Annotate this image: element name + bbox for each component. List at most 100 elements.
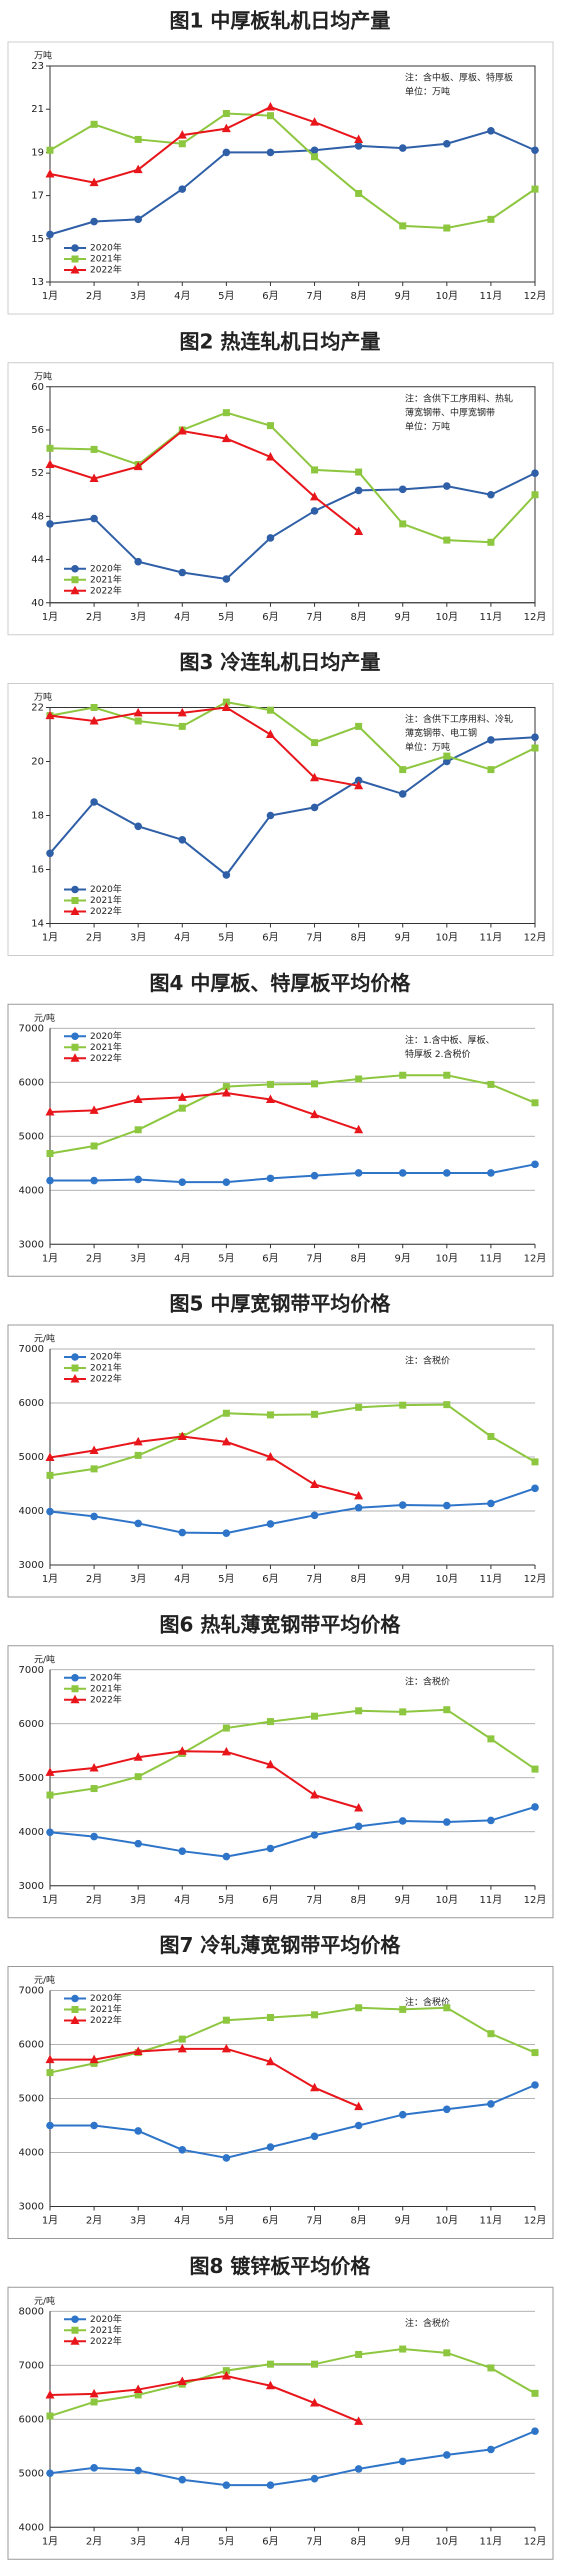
series-line [49,129,536,236]
y-tick-label: 5000 [19,1773,44,1784]
marker [265,451,275,461]
legend-marker [71,576,79,584]
marker [46,444,54,452]
y-tick-label: 4000 [19,2148,44,2159]
marker [310,2474,319,2483]
marker [177,707,187,717]
marker [177,1746,187,1755]
marker [89,2388,99,2398]
y-tick-label: 5000 [19,2468,44,2479]
marker [487,1432,495,1440]
x-tick-label: 3月 [130,2535,146,2547]
marker [531,2389,539,2397]
marker [266,1174,275,1183]
series [46,110,539,232]
marker [178,185,187,193]
series [46,1803,539,1861]
marker [531,1099,539,1107]
series-line [49,1435,359,1497]
marker [310,2398,320,2407]
x-tick-label: 6月 [262,611,278,623]
marker [177,2376,187,2385]
marker [443,2105,451,2114]
marker [221,2043,231,2053]
marker [310,2082,320,2092]
x-tick-label: 12月 [524,290,547,302]
marker [399,1708,407,1716]
marker [134,135,142,143]
marker [46,2469,54,2478]
marker [46,1507,54,1516]
marker [487,538,495,546]
legend-marker [71,1032,79,1041]
marker [45,1452,55,1462]
marker [487,2100,495,2108]
legend-label: 2020年 [90,2313,122,2325]
marker [90,514,98,523]
marker [310,146,319,155]
x-tick-label: 2月 [86,2535,102,2547]
x-tick-label: 10月 [435,290,458,302]
marker [45,169,55,178]
x-tick-label: 4月 [174,611,190,623]
legend-marker [70,265,80,274]
x-tick-label: 3月 [130,1573,146,1585]
marker [89,1105,99,1114]
y-tick-label: 56 [31,425,44,436]
marker [354,134,364,143]
chart-frame [7,362,554,636]
marker [443,536,451,544]
x-tick-label: 8月 [350,932,366,944]
legend-label: 2021年 [90,1362,122,1374]
legend-marker [71,1353,79,1361]
x-tick-label: 6月 [262,2535,278,2547]
unit-label: 元/吨 [34,1653,55,1665]
legend-marker [71,1994,79,2003]
note: 注：1.含中板、厚板、 [405,1034,495,1046]
marker [355,468,363,476]
x-tick-label: 9月 [395,611,411,623]
marker [89,1445,99,1455]
marker [133,1094,143,1104]
series-line [50,2084,536,2159]
marker [311,466,319,474]
marker [355,2004,363,2012]
series [45,2371,364,2425]
marker [354,486,363,495]
marker [134,215,142,224]
marker [90,704,98,711]
marker [222,2367,230,2375]
marker [354,142,363,150]
x-tick-label: 12月 [524,1573,547,1585]
x-tick-label: 6月 [262,932,278,944]
marker [90,1832,98,1841]
marker [177,1431,187,1440]
marker [221,1088,231,1097]
series [46,469,539,583]
marker [222,1529,231,1537]
x-tick-label: 11月 [480,2535,503,2547]
y-tick-label: 3000 [19,1560,44,1571]
x-tick-label: 7月 [306,932,322,944]
x-tick-label: 2月 [86,1252,102,1264]
marker [222,148,231,157]
marker [222,575,231,583]
series [46,409,539,546]
marker [222,409,230,417]
x-tick-label: 7月 [306,2535,322,2547]
marker [487,2364,495,2372]
x-tick-label: 11月 [480,611,503,623]
marker [354,2465,363,2473]
marker [398,790,407,798]
marker [45,1767,55,1776]
chart-title: 图3 冷连轧机日均产量 [180,650,381,674]
marker [310,117,320,126]
y-tick-label: 19 [31,147,44,158]
marker [531,1484,539,1493]
marker [46,520,54,528]
marker [90,2121,98,2130]
marker [178,722,186,730]
marker [531,2081,539,2089]
y-tick-label: 3000 [19,1239,44,1250]
